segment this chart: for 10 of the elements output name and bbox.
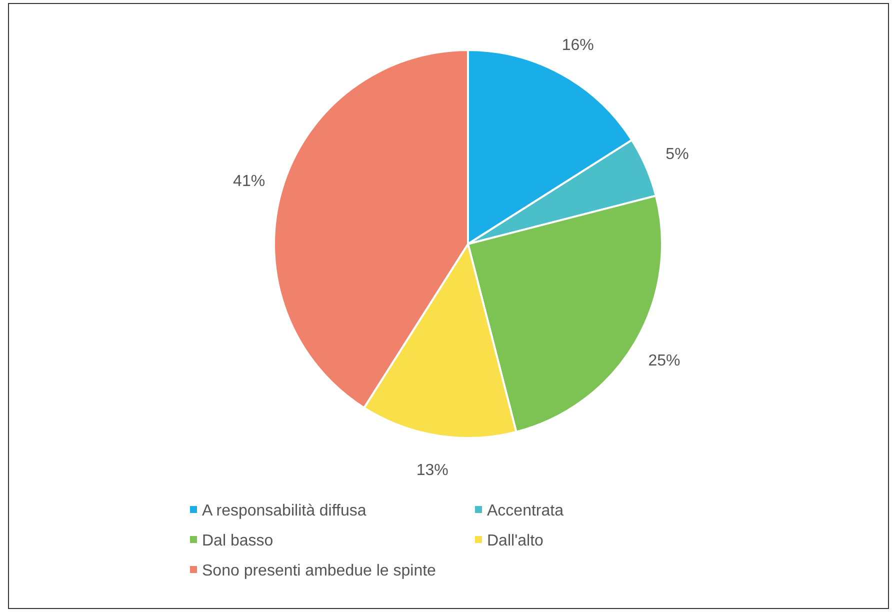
data-label: 25%: [648, 352, 680, 370]
data-label: 16%: [562, 36, 594, 54]
legend-label: Accentrata: [487, 502, 564, 520]
data-label: 5%: [666, 146, 689, 164]
data-label: 13%: [416, 462, 448, 479]
legend-label: Dal basso: [202, 532, 274, 550]
legend-label: A responsabilità diffusa: [202, 502, 366, 520]
legend-label: Dall'alto: [487, 532, 544, 550]
legend-label: Sono presenti ambedue le spinte: [202, 562, 436, 580]
data-label: 41%: [233, 172, 266, 190]
